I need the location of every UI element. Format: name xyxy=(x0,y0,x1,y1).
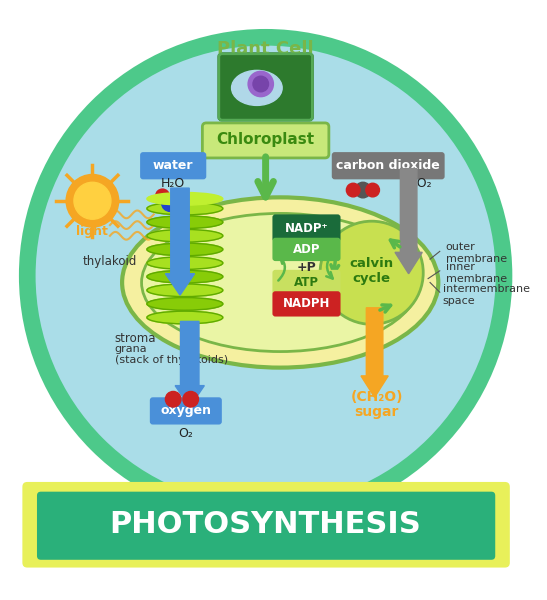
FancyBboxPatch shape xyxy=(219,54,312,120)
Ellipse shape xyxy=(147,193,223,205)
FancyBboxPatch shape xyxy=(150,397,222,425)
Ellipse shape xyxy=(122,197,438,368)
Ellipse shape xyxy=(147,216,223,229)
FancyBboxPatch shape xyxy=(272,291,341,317)
Text: intermembrane
space: intermembrane space xyxy=(443,284,529,306)
FancyArrow shape xyxy=(175,322,205,407)
FancyArrow shape xyxy=(395,169,422,274)
Circle shape xyxy=(156,189,169,203)
Circle shape xyxy=(27,37,504,514)
Ellipse shape xyxy=(147,311,223,324)
Circle shape xyxy=(74,182,111,219)
Text: NADPH: NADPH xyxy=(283,298,330,310)
Text: (CH₂O): (CH₂O) xyxy=(350,390,403,404)
Text: water: water xyxy=(153,159,194,172)
Text: oxygen: oxygen xyxy=(160,404,211,418)
Text: thylakoid: thylakoid xyxy=(83,254,137,268)
Ellipse shape xyxy=(147,271,223,283)
Text: grana
(stack of thylakoids): grana (stack of thylakoids) xyxy=(115,344,228,365)
FancyArrow shape xyxy=(361,308,388,397)
Text: inner
membrane: inner membrane xyxy=(446,262,507,284)
FancyBboxPatch shape xyxy=(272,214,341,242)
Ellipse shape xyxy=(231,70,282,106)
Text: O₂: O₂ xyxy=(178,427,193,440)
Circle shape xyxy=(355,182,371,198)
Text: +P: +P xyxy=(296,262,316,274)
Circle shape xyxy=(165,391,181,407)
Text: Chloroplast: Chloroplast xyxy=(217,132,315,147)
Circle shape xyxy=(171,189,185,203)
FancyBboxPatch shape xyxy=(272,270,341,295)
Ellipse shape xyxy=(142,214,419,352)
Text: ADP: ADP xyxy=(293,243,320,256)
FancyBboxPatch shape xyxy=(22,482,510,568)
Text: sugar: sugar xyxy=(354,405,399,419)
FancyArrow shape xyxy=(165,188,195,295)
FancyBboxPatch shape xyxy=(37,491,495,560)
Circle shape xyxy=(183,391,199,407)
Text: outer
membrane: outer membrane xyxy=(446,242,507,264)
Ellipse shape xyxy=(147,298,223,310)
Text: ATP: ATP xyxy=(294,276,319,289)
Text: H₂O: H₂O xyxy=(161,177,185,190)
Ellipse shape xyxy=(147,257,223,269)
Circle shape xyxy=(248,71,274,97)
Ellipse shape xyxy=(147,284,223,296)
Text: light: light xyxy=(77,226,108,238)
Circle shape xyxy=(66,175,119,227)
Circle shape xyxy=(320,221,423,325)
FancyBboxPatch shape xyxy=(272,238,341,261)
Text: calvin
cycle: calvin cycle xyxy=(350,257,394,285)
Circle shape xyxy=(161,194,179,211)
Text: Plant Cell: Plant Cell xyxy=(217,40,314,58)
Text: carbon dioxide: carbon dioxide xyxy=(336,159,440,172)
Ellipse shape xyxy=(147,202,223,215)
Text: CO₂: CO₂ xyxy=(409,177,432,190)
Text: PHOTOSYNTHESIS: PHOTOSYNTHESIS xyxy=(110,510,422,539)
Text: stroma: stroma xyxy=(115,332,156,346)
Circle shape xyxy=(366,183,380,197)
Ellipse shape xyxy=(147,243,223,256)
Circle shape xyxy=(346,183,360,197)
FancyBboxPatch shape xyxy=(140,152,206,179)
FancyBboxPatch shape xyxy=(332,152,445,179)
Ellipse shape xyxy=(147,229,223,242)
Text: NADP⁺: NADP⁺ xyxy=(284,221,328,235)
FancyBboxPatch shape xyxy=(202,123,329,158)
Circle shape xyxy=(253,76,269,92)
